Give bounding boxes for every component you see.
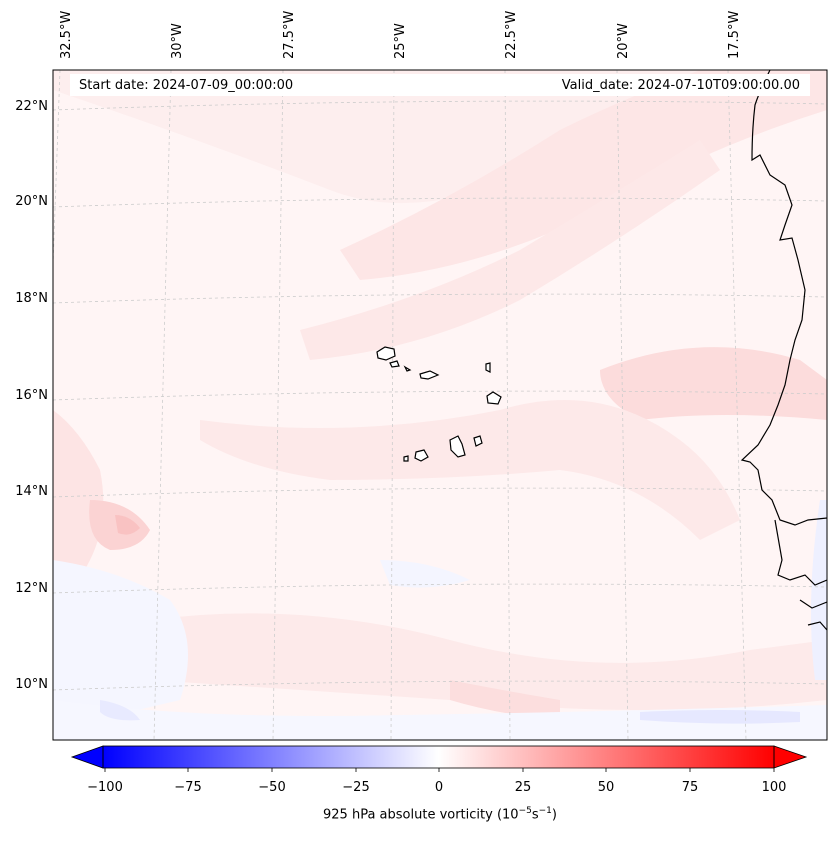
colorbar-tick-label: −100 [87, 780, 123, 795]
lat-label-22n: 22°N [15, 99, 48, 114]
header-background [70, 74, 810, 96]
colorbar-tick-label: 0 [434, 780, 444, 795]
lon-label-30w: 30°W [170, 23, 185, 59]
lon-label-22-5w: 22.5°W [504, 10, 519, 59]
lon-label-25w: 25°W [393, 23, 408, 59]
colorbar-tick-label: 75 [681, 780, 699, 795]
latitude-gridlines [53, 100, 827, 691]
colorbar-min-extend [70, 745, 104, 769]
colorbar-ticks [104, 768, 775, 772]
lat-label-12n: 12°N [15, 581, 48, 596]
colorbar-tick-label: −50 [258, 780, 286, 795]
colorbar-max-extend [773, 745, 808, 769]
colorbar-tick-label: 25 [514, 780, 532, 795]
lat-label-14n: 14°N [15, 484, 48, 499]
lon-label-32-5w: 32.5°W [59, 10, 74, 59]
map-frame [52, 69, 828, 741]
cape-verde-islands [376, 346, 502, 462]
africa-coastline [740, 70, 827, 631]
lon-label-20w: 20°W [616, 23, 631, 59]
longitude-gridlines [53, 70, 747, 740]
lat-label-16n: 16°N [15, 388, 48, 403]
lat-label-20n: 20°N [15, 194, 48, 209]
lat-label-18n: 18°N [15, 291, 48, 306]
start-date-label: Start date: 2024-07-09_00:00:00 [79, 78, 294, 93]
colorbar-gradient [103, 746, 774, 768]
valid-date-label: Valid_date: 2024-07-10T09:00:00.00 [561, 78, 800, 93]
colorbar-tick-label: 50 [597, 780, 615, 795]
colorbar-tick-label: −75 [174, 780, 202, 795]
colorbar [70, 745, 808, 772]
colorbar-tick-label: −25 [342, 780, 370, 795]
vorticity-field [53, 70, 827, 740]
lon-label-17-5w: 17.5°W [727, 10, 742, 59]
lon-label-27-5w: 27.5°W [282, 10, 297, 59]
colorbar-title: 925 hPa absolute vorticity (10−5s−1) [323, 806, 557, 823]
lat-label-10n: 10°N [15, 677, 48, 692]
colorbar-tick-label: 100 [761, 780, 787, 795]
